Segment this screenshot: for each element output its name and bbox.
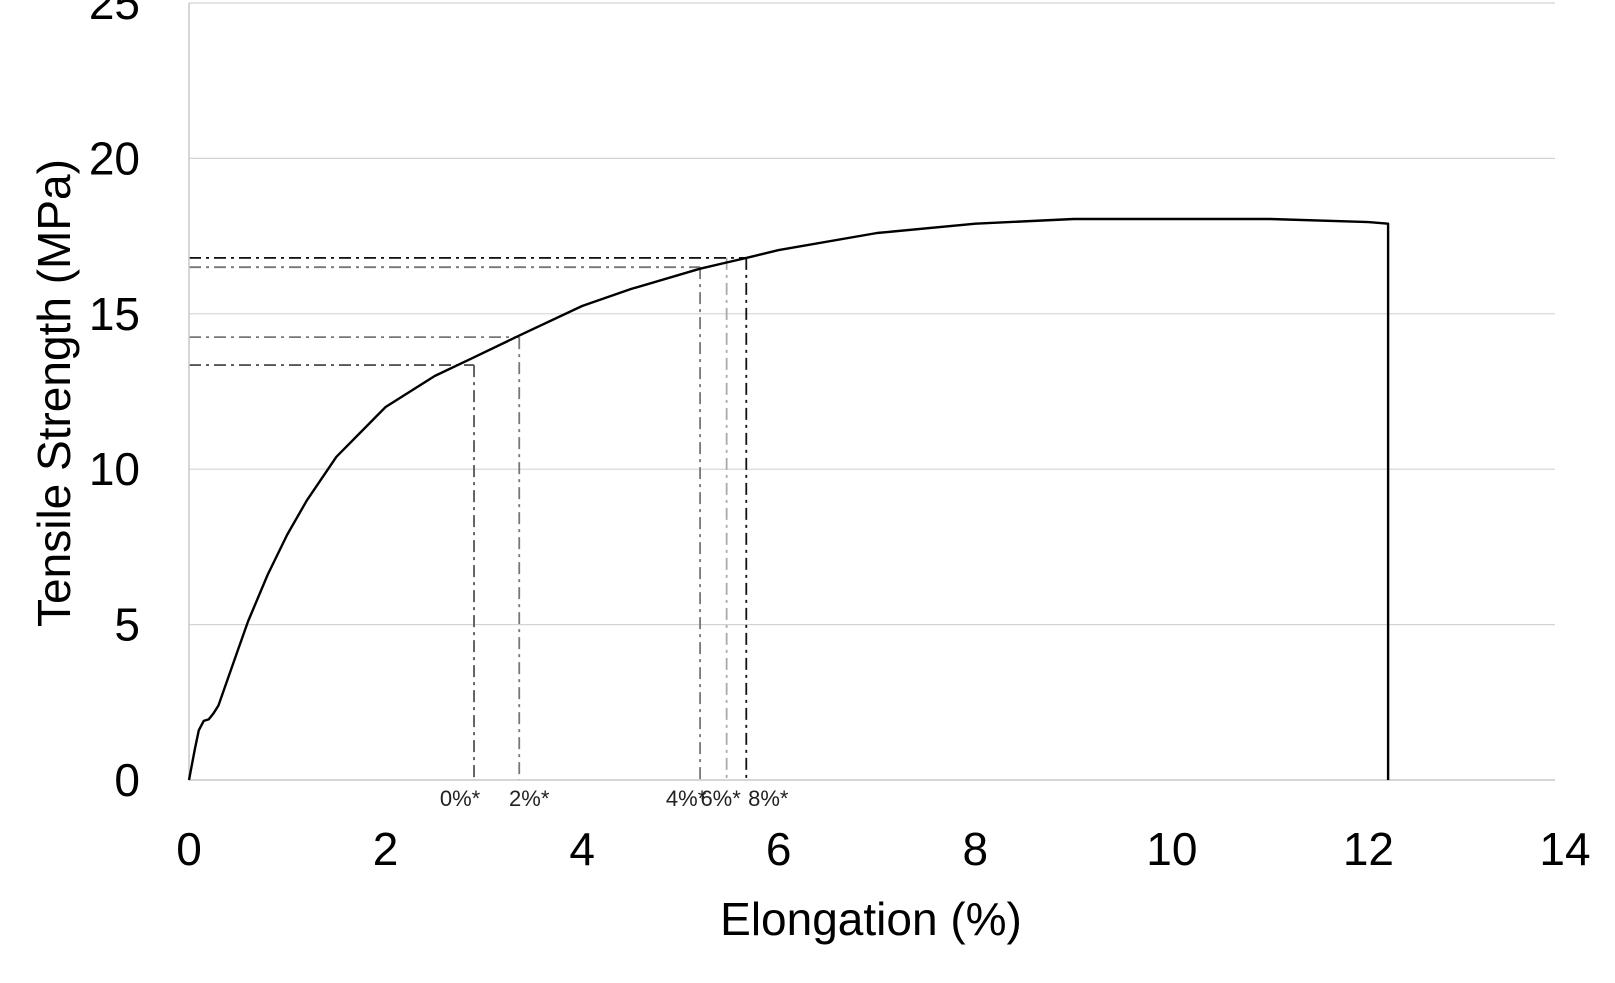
tick-labels: 0 5 10 15 20 25 0 2 4 6 8 10 12 14: [89, 0, 1591, 875]
curve-layer: [187, 217, 1390, 781]
x-tick-label: 8: [962, 823, 988, 875]
marker-labels: 0%* 2%* 4%*6%* 8%*: [440, 786, 789, 811]
y-tick-label: 25: [89, 0, 140, 29]
y-axis-title: Tensile Strength (MPa): [28, 159, 80, 627]
marker-label: 2%*: [509, 786, 550, 811]
y-tick-label: 10: [89, 443, 140, 495]
x-tick-label: 0: [176, 823, 202, 875]
marker-label: 4%*: [666, 786, 707, 811]
marker-guides: [189, 256, 748, 780]
stress-strain-curve: [187, 217, 1390, 781]
marker-label: 6%*: [700, 786, 741, 811]
grid-layer: [189, 2, 1555, 626]
y-tick-label: 0: [114, 754, 140, 806]
marker-label: 8%*: [748, 786, 789, 811]
x-tick-label: 6: [766, 823, 792, 875]
y-tick-label: 15: [89, 288, 140, 340]
y-tick-label: 5: [114, 599, 140, 651]
x-tick-label: 12: [1343, 823, 1394, 875]
x-tick-label: 10: [1146, 823, 1197, 875]
x-tick-label: 4: [569, 823, 595, 875]
x-tick-label: 2: [373, 823, 399, 875]
x-axis-title: Elongation (%): [720, 893, 1022, 945]
axis-layer: [188, 3, 1555, 781]
marker-label: 0%*: [440, 786, 481, 811]
x-tick-label: 14: [1539, 823, 1590, 875]
y-tick-label: 20: [89, 132, 140, 184]
